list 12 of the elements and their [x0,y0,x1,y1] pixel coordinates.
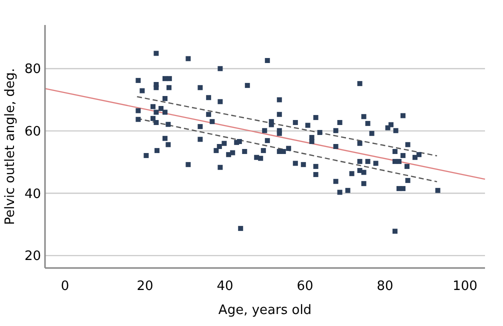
y-tick-label: 80 [24,62,41,78]
x-tick-label: 80 [376,279,394,294]
x-tick-label: 0 [60,279,70,294]
x-tick-label: 60 [296,279,314,294]
x-tick-label: 100 [452,279,478,294]
y-tick-label: 20 [24,249,41,264]
y-tick-label: 60 [24,124,41,140]
x-tick-label: 40 [216,279,234,294]
x-axis-title: Age, years old [218,303,312,318]
y-tick-label: 40 [24,186,41,202]
y-axis-title: Pelvic outlet angle, deg. [3,68,18,225]
x-tick-label: 20 [136,279,154,294]
